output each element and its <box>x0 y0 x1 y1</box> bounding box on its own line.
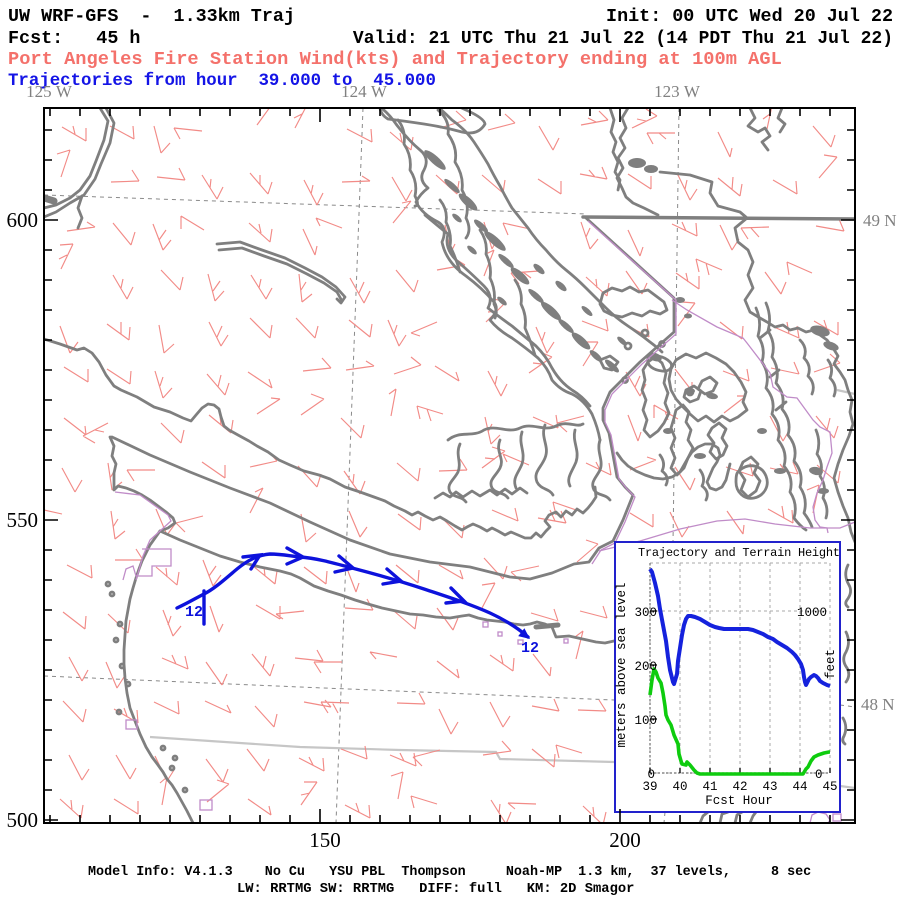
svg-text:Fcst: 45 h: Fcst: 45 h <box>8 28 140 49</box>
svg-text:LW: RRTMG SW: RRTMG DIFF: fu: LW: RRTMG SW: RRTMG DIFF: full KM: 2D Sm… <box>237 881 634 897</box>
svg-text:300: 300 <box>634 606 657 620</box>
svg-text:125 W: 125 W <box>26 82 73 101</box>
svg-text:0: 0 <box>815 768 823 782</box>
svg-text:Valid: 21 UTC Thu 21 Jul 22 (1: Valid: 21 UTC Thu 21 Jul 22 (14 PDT Thu … <box>353 29 893 49</box>
svg-text:Trajectory and Terrain Height: Trajectory and Terrain Height <box>638 546 840 560</box>
svg-text:48 N: 48 N <box>861 695 895 714</box>
svg-text:12: 12 <box>521 640 539 657</box>
svg-text:0: 0 <box>647 768 655 782</box>
svg-text:feet: feet <box>824 649 838 679</box>
svg-text:200: 200 <box>634 660 657 674</box>
svg-text:Init: 00 UTC Wed 20 Jul 22: Init: 00 UTC Wed 20 Jul 22 <box>606 6 893 27</box>
svg-text:Fcst Hour: Fcst Hour <box>705 794 773 808</box>
svg-text:meters above sea level: meters above sea level <box>615 582 629 747</box>
svg-text:200: 200 <box>609 828 641 852</box>
svg-text:500: 500 <box>7 808 39 832</box>
svg-text:550: 550 <box>7 508 39 532</box>
svg-text:42: 42 <box>732 780 747 794</box>
svg-text:45: 45 <box>822 780 837 794</box>
svg-text:600: 600 <box>7 208 39 232</box>
svg-text:150: 150 <box>309 828 341 852</box>
svg-text:41: 41 <box>702 780 717 794</box>
svg-text:123 W: 123 W <box>654 82 701 101</box>
svg-text:40: 40 <box>672 780 687 794</box>
svg-text:124 W: 124 W <box>341 82 388 101</box>
svg-text:49 N: 49 N <box>863 211 897 230</box>
svg-text:100: 100 <box>634 714 657 728</box>
svg-text:1000: 1000 <box>797 606 827 620</box>
svg-text:Port Angeles Fire Station Wind: Port Angeles Fire Station Wind(kts) and … <box>8 48 782 70</box>
svg-text:Trajectories from hour 39.000: Trajectories from hour 39.000 to 45.000 <box>8 72 436 91</box>
svg-text:12: 12 <box>185 604 203 621</box>
svg-text:39: 39 <box>642 780 657 794</box>
svg-text:Model Info: V4.1.3 No Cu: Model Info: V4.1.3 No Cu YSU PBL Thompso… <box>88 865 811 880</box>
svg-text:UW WRF-GFS - 1.33km Traj: UW WRF-GFS - 1.33km Traj <box>8 6 295 27</box>
svg-text:43: 43 <box>762 780 777 794</box>
svg-text:44: 44 <box>792 780 807 794</box>
